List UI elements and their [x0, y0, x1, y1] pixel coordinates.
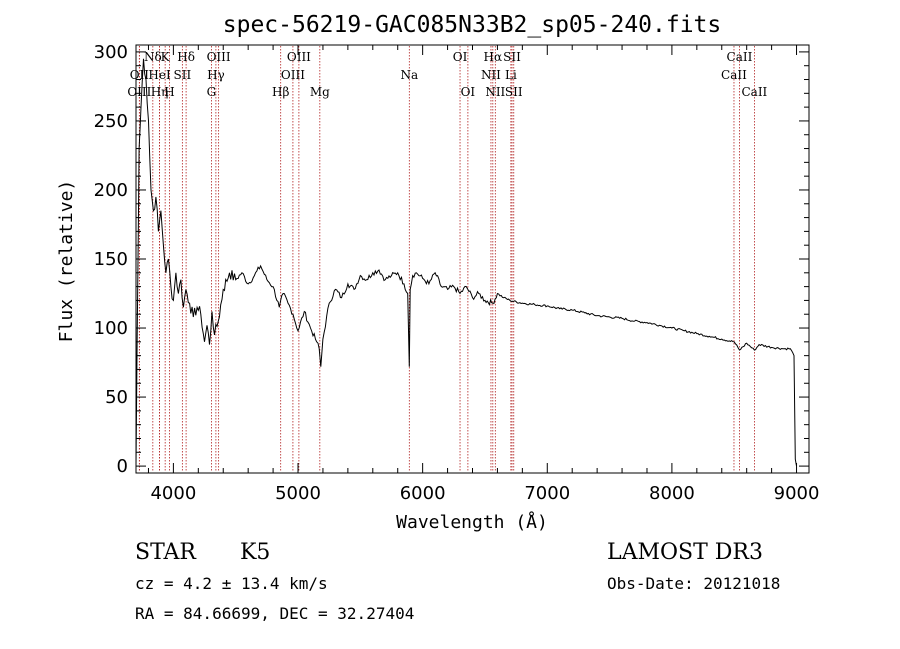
reference-line-label: K — [161, 50, 171, 64]
reference-line-label: SII — [505, 85, 523, 99]
reference-line-label: Li — [505, 68, 517, 82]
reference-line-label: CaII — [727, 50, 753, 64]
reference-line-label: Na — [400, 68, 418, 82]
x-tick-label: 4000 — [150, 483, 196, 504]
x-axis-label: Wavelength (Å) — [396, 511, 548, 533]
chart-title: spec-56219-GAC085N33B2_sp05-240.fits — [223, 12, 722, 38]
reference-line-label: OI — [453, 50, 468, 64]
y-axis-label: Flux (relative) — [56, 180, 77, 343]
reference-line-label: Hγ — [207, 68, 225, 82]
x-tick-label: 8000 — [649, 483, 695, 504]
x-tick-label: 5000 — [275, 483, 321, 504]
y-tick-label: 250 — [94, 111, 128, 132]
survey-label: LAMOST DR3 — [607, 540, 763, 565]
y-tick-label: 200 — [94, 180, 128, 201]
y-tick-label: 300 — [94, 42, 128, 63]
reference-line-label: SII — [503, 50, 521, 64]
object-class: STAR — [135, 540, 196, 565]
x-tick-label: 9000 — [774, 483, 820, 504]
reference-line-label: NII — [485, 85, 505, 99]
reference-lines — [138, 46, 755, 472]
redshift-readout: cz = 4.2 ± 13.4 km/s — [135, 574, 328, 593]
y-tick-label: 0 — [117, 456, 128, 477]
spectrum-series-line — [135, 58, 797, 467]
reference-line-label: OIII — [127, 85, 151, 99]
reference-line-label: CaII — [741, 85, 767, 99]
reference-line-label: SII — [174, 68, 192, 82]
plot-frame — [135, 44, 810, 474]
reference-line-label: OIII — [281, 68, 305, 82]
reference-line-label: H — [164, 85, 174, 99]
y-axis-ticks: 0 50 100 150 200 250 300 — [94, 42, 809, 477]
object-subclass: K5 — [240, 540, 271, 565]
coordinates-readout: RA = 84.66699, DEC = 32.27404 — [135, 604, 415, 623]
reference-line-label: OI — [461, 85, 476, 99]
reference-line-label: CaII — [721, 68, 747, 82]
x-tick-label: 6000 — [400, 483, 446, 504]
reference-line-label: Hα — [484, 50, 503, 64]
reference-line-label: HeI — [148, 68, 171, 82]
reference-line-label: NII — [481, 68, 501, 82]
reference-line-label: Mg — [310, 85, 330, 99]
reference-line-label: G — [207, 85, 217, 99]
reference-line-label: OIII — [287, 50, 311, 64]
reference-line-label: Hδ — [177, 50, 195, 64]
x-axis-ticks: 4000 5000 6000 7000 8000 9000 — [147, 45, 820, 504]
reference-line-label: Hη — [151, 85, 169, 99]
reference-line-label: OIII — [207, 50, 231, 64]
y-tick-label: 100 — [94, 318, 128, 339]
y-tick-label: 150 — [94, 249, 128, 270]
observation-date: Obs-Date: 20121018 — [607, 574, 781, 593]
y-tick-label: 50 — [105, 387, 128, 408]
reference-line-label: Nδ — [144, 50, 162, 64]
reference-line-label: Hβ — [272, 85, 289, 99]
x-tick-label: 7000 — [524, 483, 570, 504]
